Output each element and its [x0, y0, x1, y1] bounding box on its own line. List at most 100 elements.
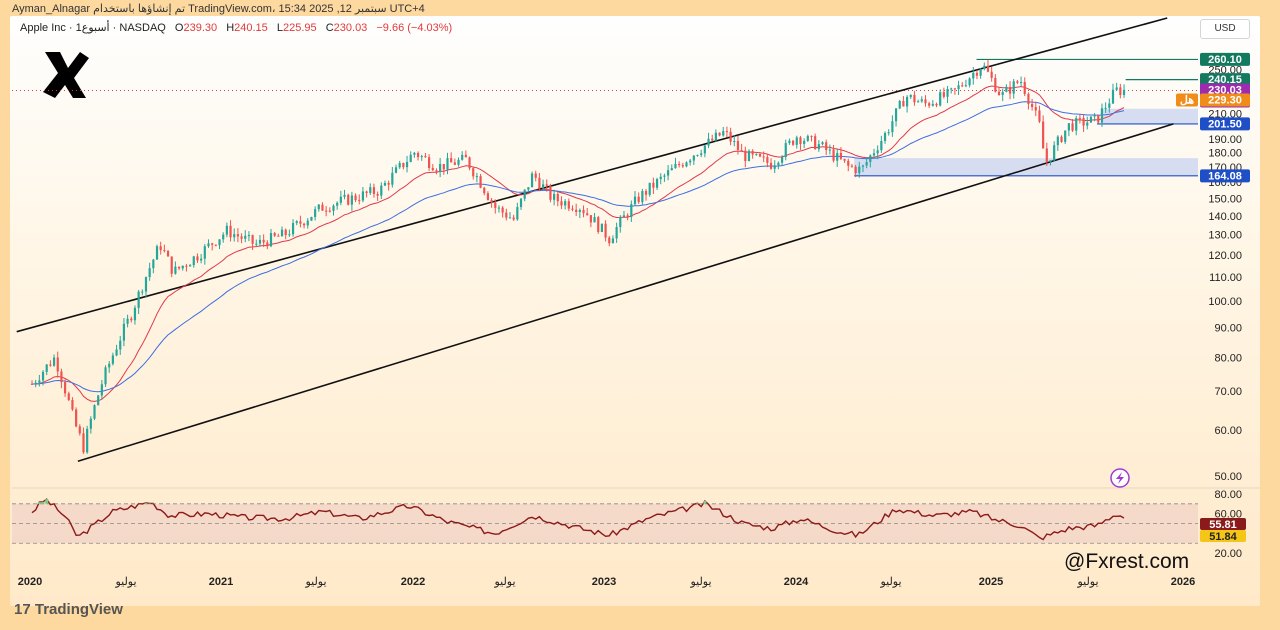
candle[interactable]: [663, 173, 666, 182]
candle[interactable]: [236, 228, 240, 243]
candle[interactable]: [336, 201, 339, 210]
candle[interactable]: [45, 364, 48, 376]
candle[interactable]: [865, 156, 868, 169]
candle[interactable]: [806, 134, 809, 142]
candle[interactable]: [497, 205, 501, 213]
candle[interactable]: [163, 244, 166, 253]
rsi-tag[interactable]: 55.81: [1200, 518, 1246, 531]
candle[interactable]: [549, 183, 552, 203]
candle[interactable]: [233, 228, 236, 242]
candle[interactable]: [935, 102, 938, 108]
candle[interactable]: [519, 198, 523, 210]
candle[interactable]: [766, 153, 769, 168]
candle[interactable]: [744, 146, 747, 168]
candle[interactable]: [681, 162, 684, 168]
candle[interactable]: [394, 164, 398, 174]
candle[interactable]: [475, 172, 478, 183]
candle[interactable]: [1122, 84, 1126, 98]
candle[interactable]: [714, 129, 717, 142]
candle[interactable]: [350, 191, 353, 211]
candle[interactable]: [280, 226, 284, 237]
candle[interactable]: [578, 208, 581, 219]
candle[interactable]: [100, 379, 103, 400]
candle[interactable]: [347, 193, 350, 206]
candle[interactable]: [299, 215, 302, 228]
candle[interactable]: [67, 391, 70, 402]
candle[interactable]: [372, 183, 376, 198]
candle[interactable]: [130, 316, 133, 323]
candle[interactable]: [354, 193, 357, 203]
candle[interactable]: [273, 232, 276, 237]
candle[interactable]: [222, 232, 225, 243]
candle[interactable]: [453, 158, 456, 166]
candle[interactable]: [1104, 102, 1107, 114]
candle[interactable]: [508, 212, 512, 219]
candle[interactable]: [740, 143, 743, 151]
candle[interactable]: [751, 149, 754, 159]
candle[interactable]: [655, 177, 659, 190]
candle[interactable]: [214, 244, 217, 247]
candle[interactable]: [582, 205, 585, 218]
candle[interactable]: [1049, 160, 1052, 166]
ema-fast-line[interactable]: [31, 85, 1125, 402]
candle[interactable]: [850, 163, 854, 168]
candle[interactable]: [586, 207, 589, 216]
candle[interactable]: [376, 191, 379, 201]
candle[interactable]: [560, 196, 563, 210]
candle[interactable]: [49, 360, 52, 367]
candle[interactable]: [93, 404, 96, 421]
candle[interactable]: [75, 407, 78, 428]
candle[interactable]: [1093, 113, 1096, 122]
candle[interactable]: [817, 140, 820, 152]
candle[interactable]: [369, 183, 372, 196]
candle[interactable]: [534, 170, 537, 182]
candle[interactable]: [803, 138, 806, 149]
candle[interactable]: [166, 249, 170, 257]
candle[interactable]: [1053, 141, 1056, 162]
candle[interactable]: [924, 95, 927, 107]
rsi-tag[interactable]: 51.84: [1200, 530, 1246, 543]
candle[interactable]: [692, 154, 695, 165]
candle[interactable]: [159, 241, 162, 255]
candle[interactable]: [244, 230, 247, 243]
candle[interactable]: [409, 151, 412, 163]
candle[interactable]: [1042, 115, 1045, 149]
candle[interactable]: [869, 154, 872, 168]
candle[interactable]: [494, 199, 497, 214]
candle[interactable]: [1100, 103, 1104, 127]
candle[interactable]: [523, 189, 526, 202]
candle[interactable]: [964, 79, 968, 88]
candle[interactable]: [648, 182, 651, 197]
candle[interactable]: [545, 179, 548, 192]
candle[interactable]: [144, 276, 148, 298]
candle[interactable]: [747, 149, 751, 162]
candle[interactable]: [207, 239, 210, 248]
tradingview-logo[interactable]: 17 TradingView: [14, 601, 123, 618]
candle[interactable]: [894, 108, 898, 127]
channel-upper-line[interactable]: [16, 17, 1168, 333]
candle[interactable]: [1097, 114, 1100, 124]
candle[interactable]: [1078, 114, 1082, 124]
candle[interactable]: [887, 129, 890, 136]
candle[interactable]: [97, 394, 100, 406]
candle[interactable]: [505, 208, 508, 221]
candle[interactable]: [997, 87, 1001, 96]
candle[interactable]: [597, 215, 600, 234]
candle[interactable]: [464, 150, 467, 158]
candle[interactable]: [571, 205, 574, 212]
candle[interactable]: [626, 213, 629, 221]
candle[interactable]: [1034, 101, 1037, 117]
candle[interactable]: [413, 151, 416, 158]
candle[interactable]: [1008, 81, 1012, 100]
candle[interactable]: [541, 179, 545, 190]
candle[interactable]: [192, 255, 195, 268]
candle[interactable]: [155, 244, 159, 260]
candle[interactable]: [696, 154, 699, 157]
candle[interactable]: [387, 180, 390, 191]
candle[interactable]: [405, 155, 409, 173]
candle[interactable]: [839, 147, 843, 161]
candle[interactable]: [979, 68, 982, 79]
candle[interactable]: [38, 374, 41, 387]
candle[interactable]: [567, 198, 570, 212]
candle[interactable]: [450, 152, 453, 163]
